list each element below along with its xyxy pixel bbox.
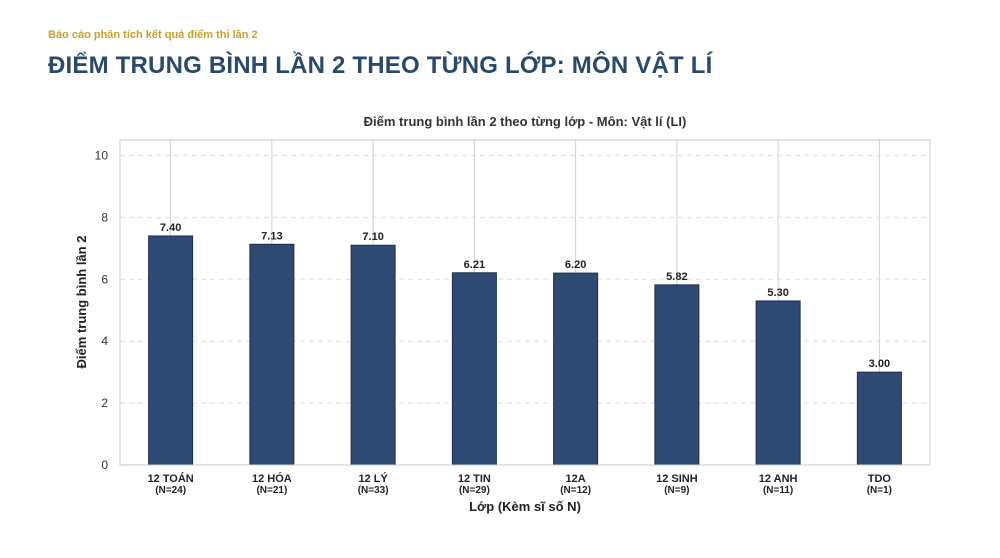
bar [553,272,599,466]
bar [755,300,801,466]
y-axis-label: Điểm trung bình lần 2 [74,236,89,369]
grid [120,140,930,465]
bar [451,272,497,466]
y-tick-label: 2 [101,396,108,410]
x-tick-count-label: (N=24) [155,485,186,496]
x-tick-label: 12 SINH [656,473,698,485]
x-tick-label: 12 TIN [458,473,491,485]
bar-value-label: 7.13 [261,230,282,242]
x-tick-label: 12 LÝ [358,472,388,485]
bars [148,235,902,466]
x-tick-count-label: (N=1) [867,485,892,496]
x-tick-label: 12 HÓA [252,472,292,485]
y-tick-label: 4 [101,334,108,348]
x-tick-count-label: (N=12) [560,485,591,496]
bar-value-label: 6.20 [565,259,586,271]
plot-frame [119,139,931,466]
report-label: Báo cáo phân tích kết quả điểm thi lần 2 [48,29,258,41]
bar [249,243,295,466]
bar [856,371,902,466]
bar [654,284,700,466]
bar-value-label: 7.40 [160,222,181,234]
chart-title: Điểm trung bình lần 2 theo từng lớp - Mô… [364,114,687,129]
bar [350,244,396,466]
bar-value-label: 5.30 [767,287,788,299]
bar-value-label: 7.10 [362,231,383,243]
bar-value-label: 3.00 [869,358,890,370]
x-tick-count-label: (N=29) [459,485,490,496]
y-tick-label: 6 [101,272,108,286]
x-tick-label: 12A [566,473,586,485]
x-tick-count-label: (N=11) [763,485,793,496]
labels: 0 2 4 6 8 10 7.40 12 TOÁN(N=24) 7.13 12 HÓA(N=21)… [95,148,892,496]
bar-value-label: 6.21 [464,259,485,271]
page-title: ĐIỂM TRUNG BÌNH LẦN 2 THEO TỪNG LỚP: MÔN… [48,52,713,79]
x-axis-label: Lớp (Kèm sĩ số N) [469,499,581,514]
y-tick-label: 0 [101,458,108,472]
x-tick-label: TDO [868,473,892,485]
x-tick-count-label: (N=9) [664,485,689,496]
x-tick-count-label: (N=33) [358,485,389,496]
x-tick-label: 12 ANH [759,473,798,485]
x-tick-count-label: (N=21) [256,485,287,496]
bar [148,235,194,466]
y-tick-label: 8 [101,210,108,224]
y-tick-label: 10 [95,148,109,162]
x-tick-label: 12 TOÁN [147,472,193,485]
bar-value-label: 5.82 [666,271,687,283]
